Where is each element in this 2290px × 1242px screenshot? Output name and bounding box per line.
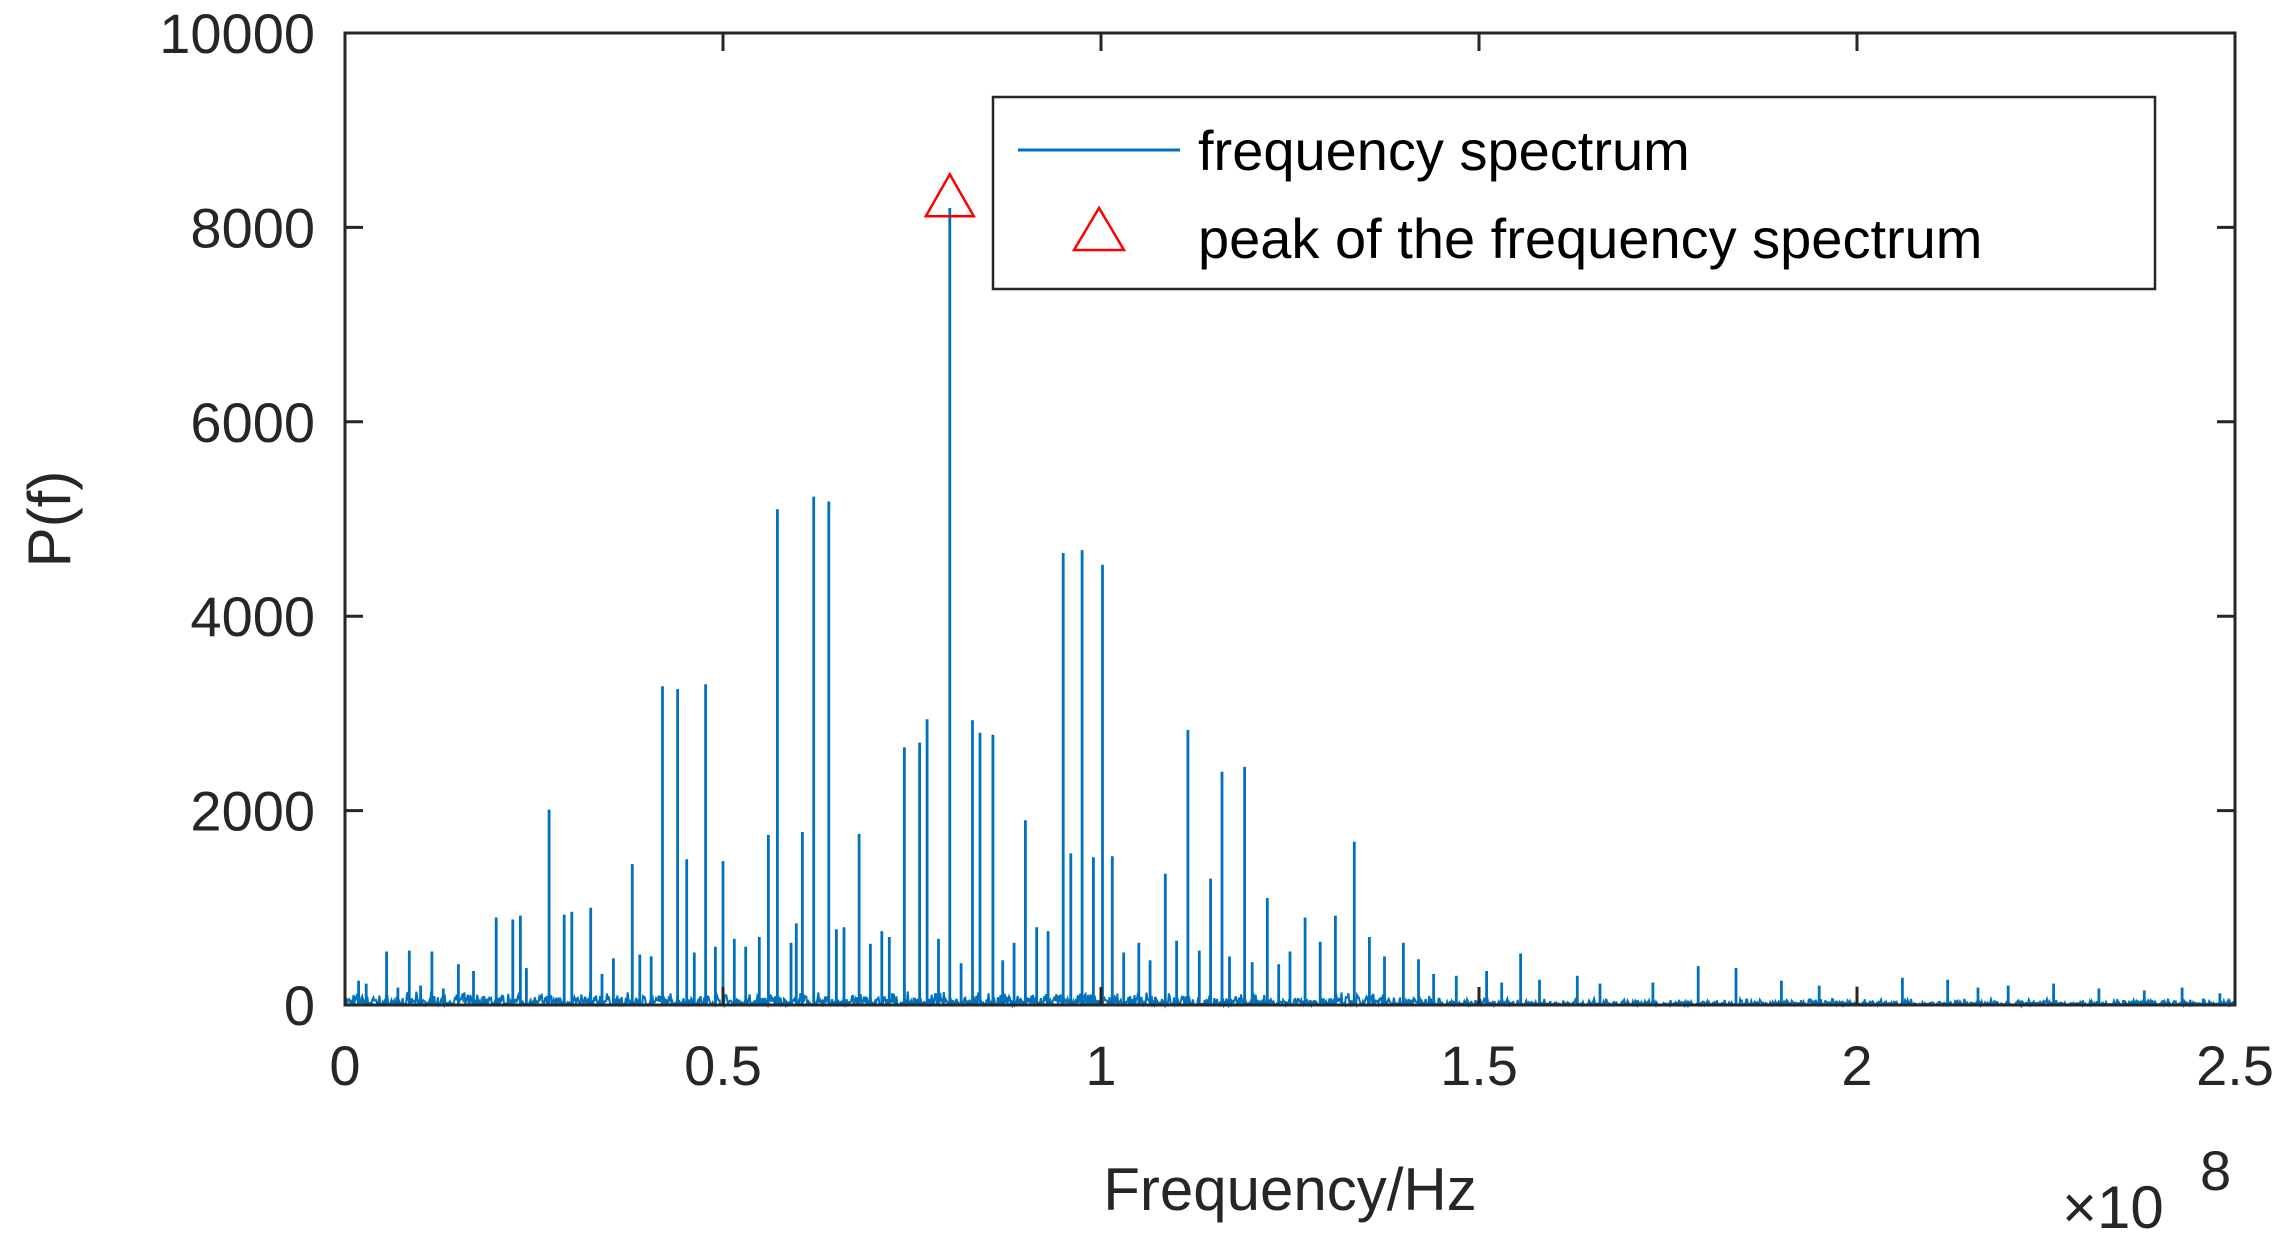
spectrum-layer — [344, 208, 2236, 1009]
peak-marker — [923, 171, 976, 218]
tick-layer: 0 0.5 1 1.5 2 2.5 0 2000 4000 6000 8000 10000 — [159, 2, 2274, 1097]
y-tick-label: 0 — [284, 974, 315, 1037]
legend-triangle-icon — [1071, 205, 1127, 252]
x-axis-title: Frequency/Hz — [1103, 1156, 1476, 1223]
x-axis-exponent-label: ×10 — [2062, 1174, 2164, 1241]
y-tick-label: 4000 — [190, 585, 315, 648]
peak-layer — [923, 171, 976, 218]
x-tick-label: 2.5 — [2196, 1034, 2274, 1097]
x-tick-label: 2 — [1841, 1034, 1872, 1097]
x-tick-label: 0.5 — [684, 1034, 762, 1097]
legend: frequency spectrum peak of the frequency… — [991, 95, 2157, 291]
x-axis-exponent-power: 8 — [2200, 1139, 2231, 1202]
y-axis-title: P(f) — [16, 471, 83, 568]
x-tick-label: 1 — [1085, 1034, 1116, 1097]
x-tick-label: 1.5 — [1440, 1034, 1518, 1097]
y-tick-label: 6000 — [190, 391, 315, 454]
legend-label-spectrum: frequency spectrum — [1198, 119, 1690, 182]
y-tick-label: 10000 — [159, 2, 315, 65]
legend-label-peak: peak of the frequency spectrum — [1198, 207, 1982, 270]
legend-box — [991, 95, 2157, 291]
y-tick-label: 8000 — [190, 196, 315, 259]
plot-area-frame — [343, 31, 2237, 1007]
y-tick-label: 2000 — [190, 780, 315, 843]
x-tick-label: 0 — [329, 1034, 360, 1097]
